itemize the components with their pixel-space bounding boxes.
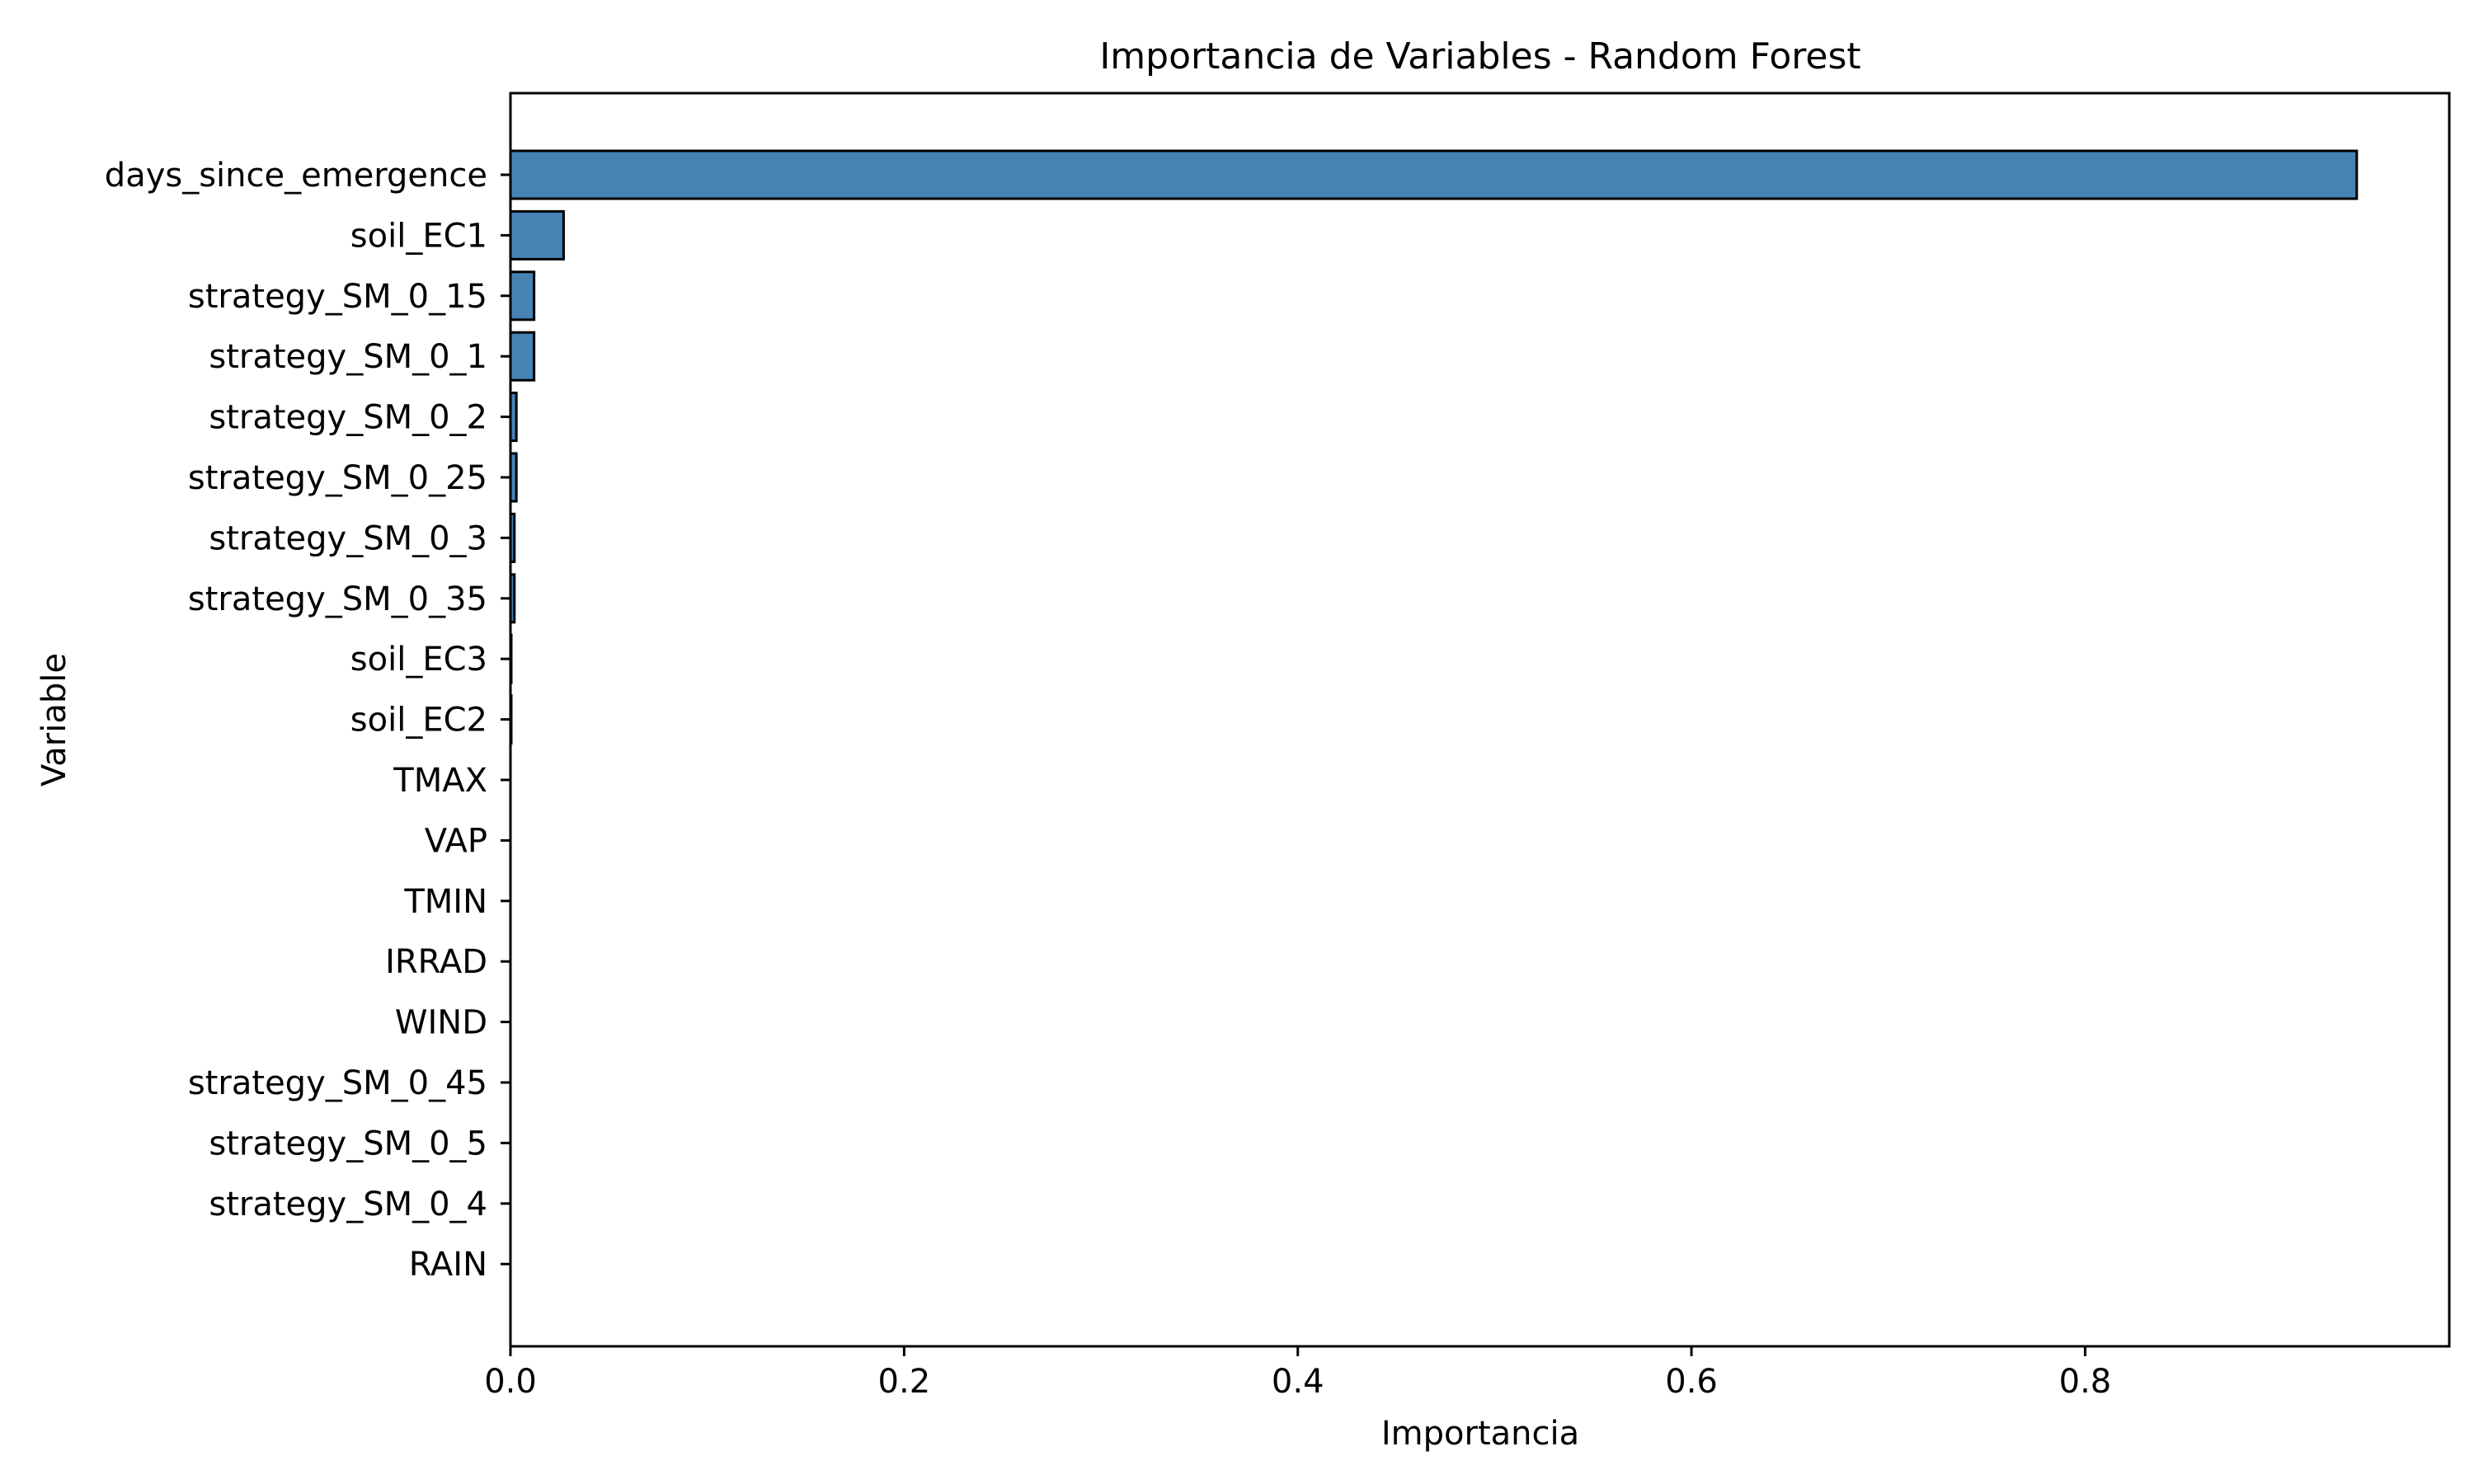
bar-strategy_SM_0_15 [509, 270, 536, 322]
y-tick-label: TMIN [403, 883, 487, 921]
y-tick-label: soil_EC3 [350, 641, 487, 679]
y-tick-label: soil_EC1 [350, 217, 487, 255]
bars-group [509, 149, 2359, 745]
y-tick-label: strategy_SM_0_3 [209, 519, 487, 557]
y-tick-label: strategy_SM_0_35 [188, 580, 487, 618]
chart-title: Importancia de Variables - Random Forest [1099, 35, 1860, 77]
x-tick-label: 0.0 [484, 1363, 537, 1401]
bar-soil_EC1 [509, 209, 565, 261]
y-tick-label: WIND [395, 1004, 487, 1042]
bar-days_since_emergence [509, 149, 2359, 200]
plot-frame [509, 92, 2451, 1348]
y-tick-label: strategy_SM_0_1 [209, 338, 487, 376]
y-tick-label: days_since_emergence [105, 157, 487, 195]
x-tick-label: 0.6 [1665, 1363, 1718, 1401]
y-tick-label: strategy_SM_0_4 [209, 1186, 487, 1223]
x-axis: 0.0 0.2 0.4 0.6 0.8 [484, 1346, 2111, 1401]
bar-strategy_SM_0_1 [509, 331, 536, 382]
y-axis-label: Variable [35, 653, 73, 787]
y-axis: days_since_emergence soil_EC1 strategy_SM_… [105, 157, 510, 1284]
x-axis-label: Importancia [1381, 1415, 1579, 1453]
y-tick-label: strategy_SM_0_25 [188, 459, 487, 497]
y-tick-label: VAP [425, 822, 487, 860]
y-tick-label: TMAX [393, 762, 487, 800]
y-tick-label: strategy_SM_0_5 [209, 1125, 487, 1162]
y-tick-label: strategy_SM_0_45 [188, 1064, 487, 1102]
x-tick-label: 0.4 [1272, 1363, 1324, 1401]
y-tick-label: strategy_SM_0_2 [209, 399, 487, 437]
y-tick-label: RAIN [409, 1246, 487, 1284]
y-tick-label: soil_EC2 [350, 702, 487, 740]
y-tick-label: IRRAD [385, 943, 487, 981]
x-tick-label: 0.8 [2059, 1363, 2112, 1401]
y-tick-label: strategy_SM_0_15 [188, 278, 487, 316]
x-tick-label: 0.2 [878, 1363, 931, 1401]
